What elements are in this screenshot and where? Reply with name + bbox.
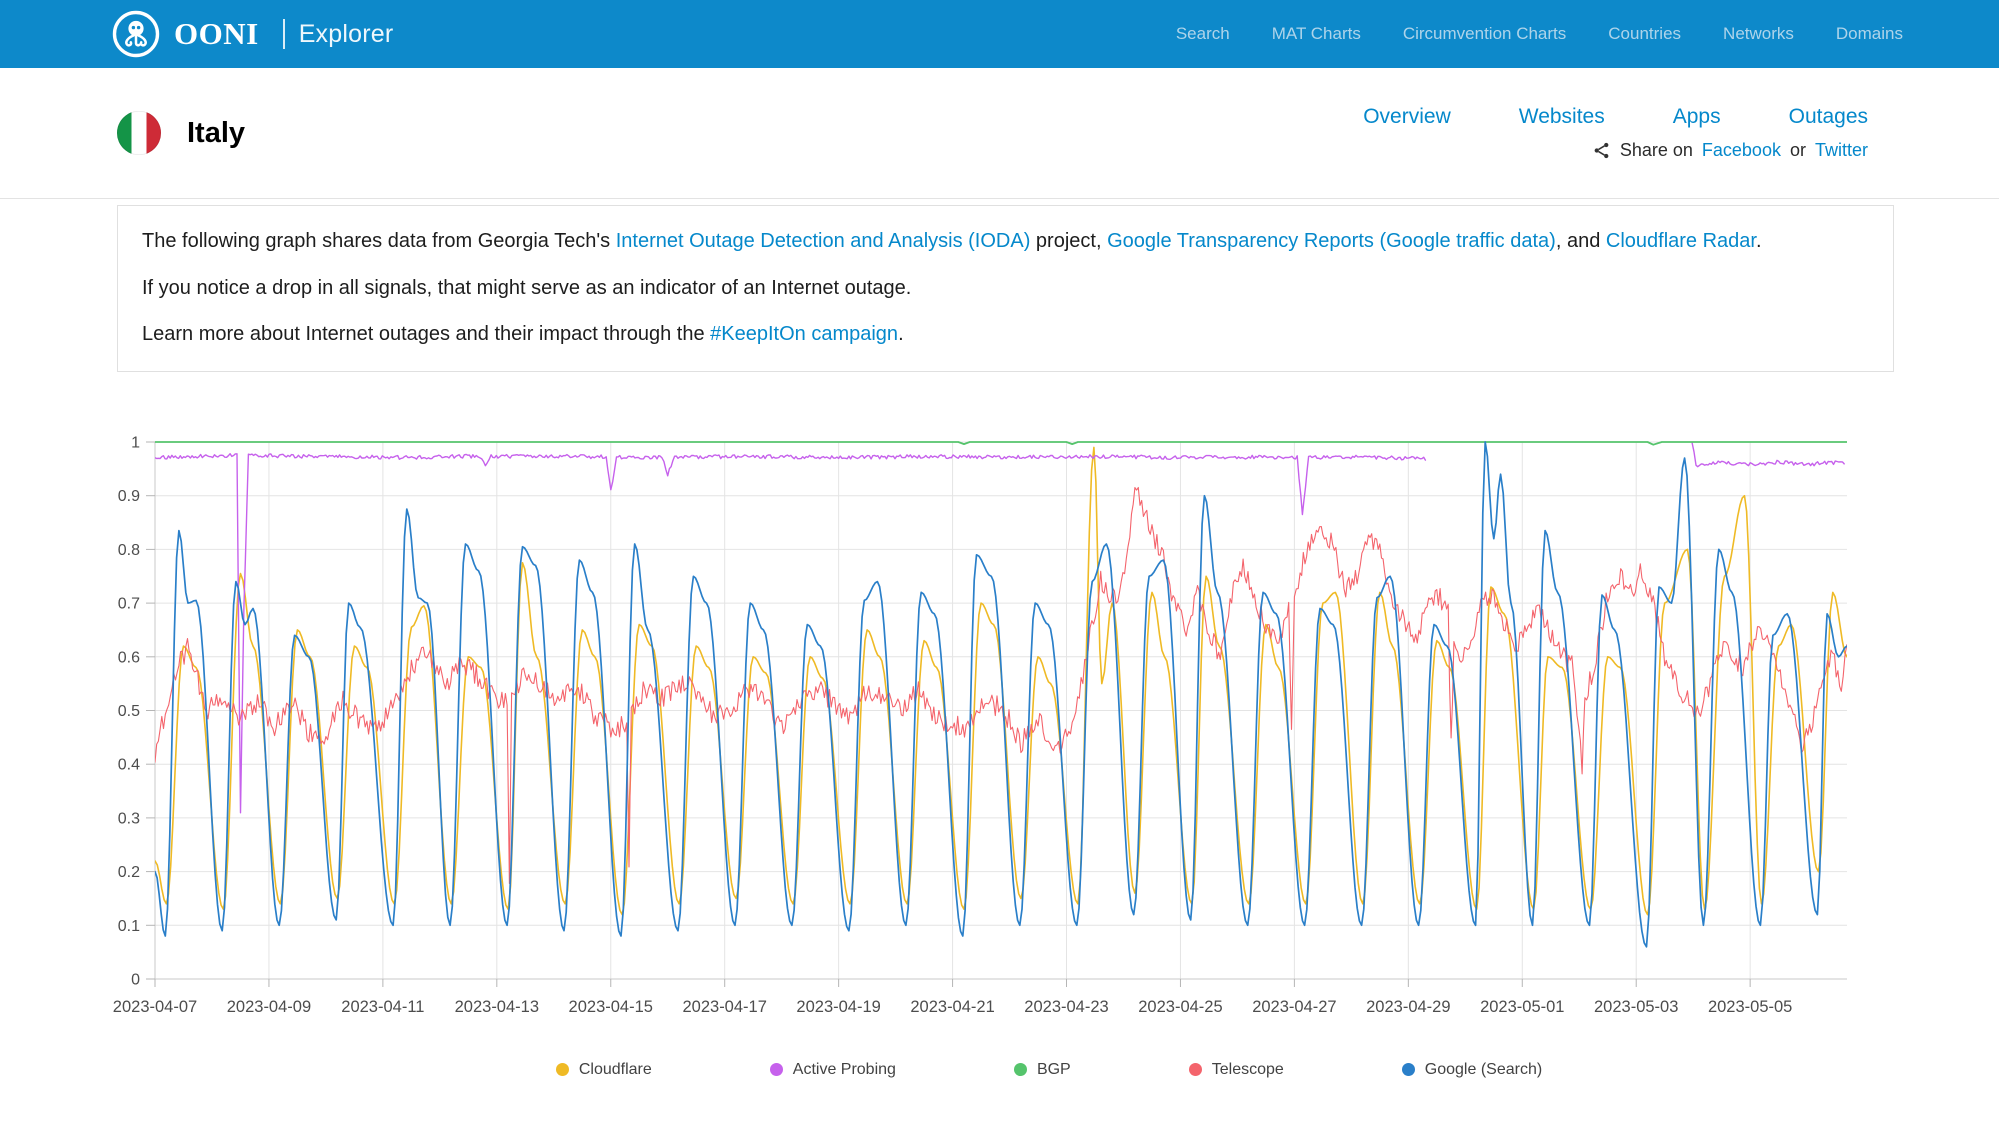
info-paragraph-keepiton: Learn more about Internet outages and th… (142, 320, 1869, 350)
ioda-link[interactable]: Internet Outage Detection and Analysis (… (615, 230, 1031, 252)
nav-item-mat-charts[interactable]: MAT Charts (1271, 24, 1361, 43)
tab-apps[interactable]: Apps (1672, 105, 1721, 128)
brand-name: OONI (174, 16, 259, 51)
info-text: Learn more about Internet outages and th… (142, 323, 711, 346)
y-axis-tick-label: 0.5 (118, 703, 140, 720)
x-axis-tick-label: 2023-04-15 (569, 998, 653, 1016)
x-axis-tick-label: 2023-04-19 (796, 998, 880, 1016)
x-axis-tick-label: 2023-04-09 (227, 998, 311, 1016)
outages-signals-chart: 0 0.1 0.2 0.3 0.4 0.5 0.6 0.7 0.8 0.9 1 2023-04-07 2… (113, 434, 1847, 1016)
brand-separator (282, 19, 285, 49)
series-line-active-probing (155, 452, 1427, 814)
info-text: . (898, 323, 904, 346)
top-navbar: OONI Explorer Search MAT Charts Circumve… (0, 0, 1999, 68)
info-text: . (1755, 230, 1762, 252)
share-icon (1594, 142, 1609, 159)
tab-overview[interactable]: Overview (1363, 105, 1451, 128)
header-right: Overview Websites Apps Outages Share on … (1363, 105, 1868, 161)
x-axis-tick-label: 2023-04-21 (910, 998, 994, 1016)
italy-flag-icon (117, 111, 161, 155)
cloudflare-radar-link[interactable]: Cloudflare Radar (1605, 230, 1756, 252)
info-paragraph-sources: The following graph shares data from Geo… (142, 227, 1869, 257)
nav-item-search[interactable]: Search (1175, 24, 1230, 43)
legend-item-telescope: Telescope (1188, 1060, 1284, 1079)
keepiton-link[interactable]: #KeepItOn campaign (710, 323, 899, 346)
y-axis-tick-label: 0.9 (118, 488, 140, 505)
x-axis-tick-label: 2023-04-27 (1252, 998, 1336, 1016)
country-block: Italy (117, 111, 245, 155)
legend-color-dot (555, 1063, 569, 1077)
series-line-google-search (155, 440, 1847, 948)
info-text: , and (1555, 230, 1606, 252)
y-axis-tick-label: 0.7 (118, 595, 140, 612)
brand-product: Explorer (298, 19, 394, 48)
top-nav-links: Search MAT Charts Circumvention Charts C… (1176, 24, 1903, 44)
series-line-active-probing (1691, 441, 1845, 468)
legend-color-dot (1188, 1063, 1202, 1077)
share-facebook-link[interactable]: Facebook (1701, 140, 1781, 160)
legend-item-google-search: Google (Search) (1401, 1060, 1543, 1079)
share-prefix: Share on (1619, 140, 1693, 160)
legend-label: Cloudflare (578, 1060, 652, 1078)
legend-color-dot (769, 1063, 783, 1077)
legend-label: Active Probing (792, 1060, 896, 1078)
legend-label: Google (Search) (1424, 1060, 1543, 1078)
x-axis-tick-label: 2023-04-23 (1024, 998, 1108, 1016)
legend-item-bgp: BGP (1013, 1060, 1071, 1079)
x-axis-tick-label: 2023-04-11 (341, 998, 424, 1016)
info-text: The following graph shares data from Geo… (142, 230, 616, 252)
nav-item-circumvention-charts[interactable]: Circumvention Charts (1402, 24, 1567, 43)
x-axis-tick-label: 2023-04-13 (455, 998, 539, 1016)
brand-home-link[interactable]: OONI Explorer (112, 10, 393, 58)
share-row: Share on Facebook or Twitter (1592, 140, 1868, 161)
y-axis-tick-label: 0 (131, 971, 140, 988)
y-axis-tick-label: 0.6 (118, 649, 140, 666)
legend-item-active-probing: Active Probing (769, 1060, 896, 1079)
legend-color-dot (1401, 1063, 1415, 1077)
x-axis-tick-label: 2023-04-17 (682, 998, 766, 1016)
tab-outages[interactable]: Outages (1788, 105, 1868, 128)
x-axis-tick-label: 2023-05-01 (1480, 998, 1564, 1016)
outage-info-box: The following graph shares data from Geo… (117, 205, 1894, 372)
x-axis-tick-label: 2023-05-03 (1594, 998, 1678, 1016)
x-axis-tick-label: 2023-05-05 (1708, 998, 1792, 1016)
x-axis-tick-label: 2023-04-07 (113, 998, 197, 1016)
series-line-telescope (155, 486, 1847, 884)
chart-axes: 0 0.1 0.2 0.3 0.4 0.5 0.6 0.7 0.8 0.9 1 2023-04-07 2… (113, 434, 1847, 1016)
share-twitter-link[interactable]: Twitter (1814, 140, 1868, 160)
y-axis-tick-label: 0.3 (118, 810, 140, 827)
tab-websites[interactable]: Websites (1518, 105, 1605, 128)
legend-item-cloudflare: Cloudflare (555, 1060, 652, 1079)
legend-label: BGP (1036, 1060, 1071, 1078)
legend-label: Telescope (1211, 1060, 1284, 1078)
y-axis-tick-label: 0.2 (118, 864, 140, 881)
x-axis-tick-label: 2023-04-29 (1366, 998, 1450, 1016)
series-line-bgp (155, 440, 1847, 446)
legend-color-dot (1013, 1063, 1027, 1077)
country-header: Italy Overview Websites Apps Outages Sha… (0, 68, 1999, 199)
info-text: project, (1030, 230, 1108, 252)
google-transparency-link[interactable]: Google Transparency Reports (Google traf… (1107, 230, 1556, 252)
info-paragraph-drop-hint: If you notice a drop in all signals, tha… (142, 276, 912, 299)
y-axis-tick-label: 1 (131, 434, 140, 451)
ooni-octopus-icon (112, 10, 160, 58)
y-axis-tick-label: 0.8 (118, 542, 140, 559)
y-axis-tick-label: 0.1 (118, 918, 140, 935)
page-title: Italy (187, 116, 246, 149)
chart-legend: Cloudflare Active Probing BGP Telescope Goog… (99, 1061, 1999, 1079)
chart-series (155, 440, 1847, 948)
share-or: or (1789, 140, 1806, 160)
nav-item-domains[interactable]: Domains (1835, 24, 1903, 43)
y-axis-tick-label: 0.4 (118, 756, 140, 773)
nav-item-networks[interactable]: Networks (1723, 24, 1794, 43)
nav-item-countries[interactable]: Countries (1608, 24, 1682, 43)
x-axis-tick-label: 2023-04-25 (1138, 998, 1222, 1016)
outages-chart-container: 0 0.1 0.2 0.3 0.4 0.5 0.6 0.7 0.8 0.9 1 2023-04-07 2… (99, 420, 1999, 1079)
country-tabs: Overview Websites Apps Outages (1363, 105, 1868, 129)
